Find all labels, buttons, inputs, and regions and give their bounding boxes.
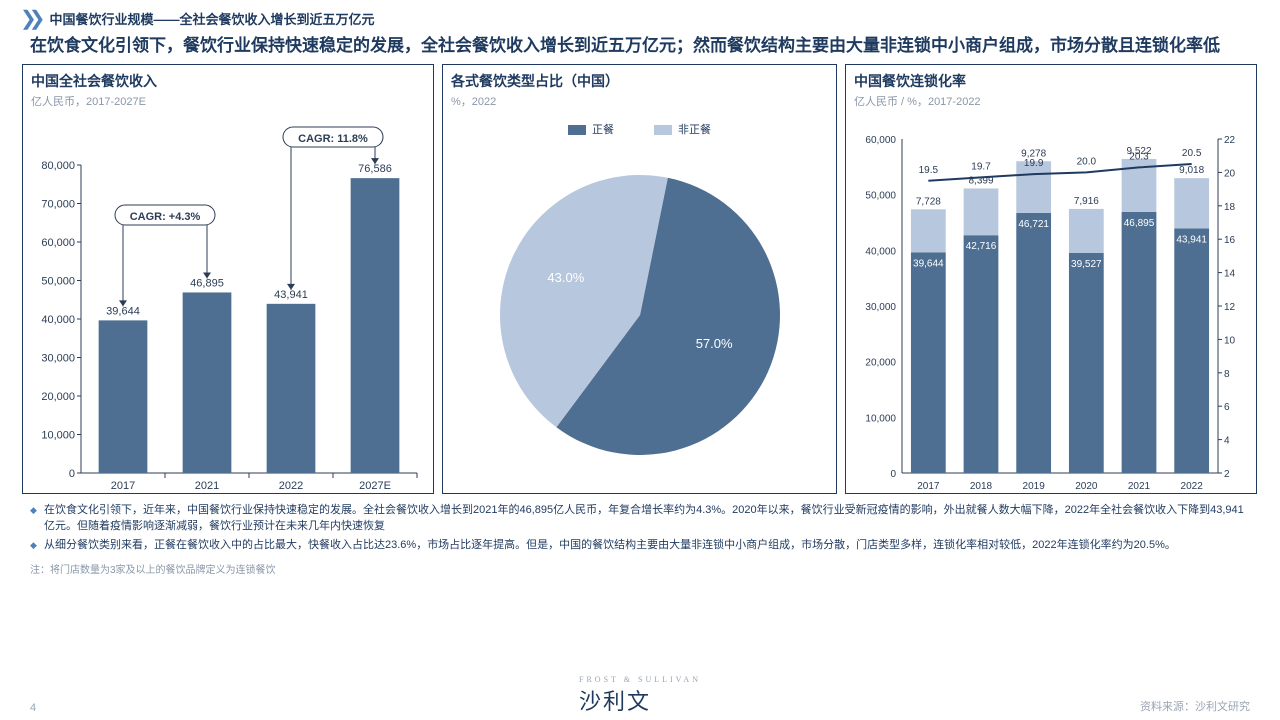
svg-text:46,895: 46,895 [190,277,224,289]
svg-text:19.5: 19.5 [919,165,939,176]
svg-text:4: 4 [1224,436,1230,447]
svg-text:8: 8 [1224,369,1230,380]
chart1-title: 中国全社会餐饮收入 [31,71,425,91]
svg-text:9,018: 9,018 [1179,165,1204,176]
svg-text:40,000: 40,000 [865,246,896,257]
svg-text:10,000: 10,000 [865,413,896,424]
svg-text:0: 0 [69,468,75,480]
svg-text:2022: 2022 [1181,481,1204,492]
chart2-title: 各式餐饮类型占比（中国） [451,71,828,91]
svg-text:46,895: 46,895 [1124,218,1155,229]
svg-text:2021: 2021 [1128,481,1151,492]
svg-text:40,000: 40,000 [41,314,75,326]
svg-text:39,644: 39,644 [913,258,944,269]
svg-text:43,941: 43,941 [1176,234,1207,245]
svg-text:50,000: 50,000 [865,191,896,202]
panel-revenue: 中国全社会餐饮收入 亿人民币，2017-2027E 0 10,000 20,000 3… [22,64,434,494]
svg-text:10: 10 [1224,335,1236,346]
svg-text:46,721: 46,721 [1018,219,1049,230]
arrow-icon: ❯❯ [20,6,38,31]
svg-text:39,527: 39,527 [1071,259,1102,270]
svg-text:2019: 2019 [1023,481,1046,492]
svg-text:22: 22 [1224,135,1236,146]
chart2-subtitle: %，2022 [451,93,828,109]
svg-text:10,000: 10,000 [41,429,75,441]
svg-text:30,000: 30,000 [41,352,75,364]
svg-text:19.7: 19.7 [971,161,991,172]
svg-text:2018: 2018 [970,481,993,492]
svg-text:2020: 2020 [1075,481,1098,492]
pie-chart-types: 57.0% 43.0% [451,143,829,473]
svg-text:2021: 2021 [195,480,219,492]
svg-text:80,000: 80,000 [41,160,75,172]
bullet-item: 从细分餐饮类别来看，正餐在餐饮收入中的占比最大，快餐收入占比达23.6%，市场占… [30,537,1250,554]
svg-text:43,941: 43,941 [274,289,308,301]
svg-text:0: 0 [890,469,896,480]
svg-text:16: 16 [1224,235,1236,246]
svg-text:20.5: 20.5 [1182,148,1202,159]
svg-text:50,000: 50,000 [41,275,75,287]
svg-text:20.0: 20.0 [1077,156,1097,167]
svg-text:57.0%: 57.0% [696,336,733,351]
combo-chart-chain: 010,00020,00030,00040,00050,00060,000246… [854,109,1250,497]
svg-text:70,000: 70,000 [41,198,75,210]
footnote: 注：将门店数量为3家及以上的餐饮品牌定义为连锁餐饮 [0,557,1280,576]
breadcrumb: 中国餐饮行业规模——全社会餐饮收入增长到近五万亿元 [50,9,375,28]
svg-text:18: 18 [1224,202,1236,213]
panel-pie: 各式餐饮类型占比（中国） %，2022 正餐 非正餐 57.0% 43.0% [442,64,837,494]
svg-text:60,000: 60,000 [41,237,75,249]
svg-text:7,916: 7,916 [1074,196,1099,207]
svg-text:20.3: 20.3 [1129,151,1149,162]
slide-header: ❯❯ 中国餐饮行业规模——全社会餐饮收入增长到近五万亿元 [0,0,1280,33]
source-label: 资料来源：沙利文研究 [1140,698,1250,714]
svg-text:60,000: 60,000 [865,135,896,146]
svg-text:7,728: 7,728 [916,196,941,207]
svg-text:76,586: 76,586 [358,163,392,175]
svg-text:30,000: 30,000 [865,302,896,313]
svg-text:19.9: 19.9 [1024,158,1044,169]
bar-chart-revenue: 0 10,000 20,000 30,000 40,000 50,000 60,000 70,… [31,109,427,497]
svg-text:12: 12 [1224,302,1236,313]
brand-logo: FROST & SULLIVAN 沙利文 [579,675,701,716]
svg-text:2017: 2017 [917,481,940,492]
chart-row: 中国全社会餐饮收入 亿人民币，2017-2027E 0 10,000 20,000 3… [0,64,1280,494]
svg-text:2017: 2017 [111,480,135,492]
chart3-subtitle: 亿人民币 / %，2017-2022 [854,93,1248,109]
bullet-notes: 在饮食文化引领下，近年来，中国餐饮行业保持快速稳定的发展。全社会餐饮收入增长到2… [0,494,1280,558]
svg-text:20: 20 [1224,168,1236,179]
legend-item: 非正餐 [654,121,711,137]
intro-text: 在饮食文化引领下，餐饮行业保持快速稳定的发展，全社会餐饮收入增长到近五万亿元；然… [0,33,1280,64]
bullet-item: 在饮食文化引领下，近年来，中国餐饮行业保持快速稳定的发展。全社会餐饮收入增长到2… [30,502,1250,535]
chart1-subtitle: 亿人民币，2017-2027E [31,93,425,109]
svg-text:6: 6 [1224,402,1230,413]
page-number: 4 [30,702,36,714]
svg-text:14: 14 [1224,269,1236,280]
svg-text:43.0%: 43.0% [547,270,584,285]
legend-item: 正餐 [568,121,614,137]
svg-text:2027E: 2027E [359,480,391,492]
svg-text:2: 2 [1224,469,1230,480]
chart3-title: 中国餐饮连锁化率 [854,71,1248,91]
pie-legend: 正餐 非正餐 [451,121,828,137]
svg-text:20,000: 20,000 [41,391,75,403]
svg-text:20,000: 20,000 [865,358,896,369]
svg-text:CAGR: 11.8%: CAGR: 11.8% [298,133,368,145]
svg-text:2022: 2022 [279,480,303,492]
panel-chain: 中国餐饮连锁化率 亿人民币 / %，2017-2022 0 10,000 20,00… [845,64,1257,494]
svg-text:39,644: 39,644 [106,305,140,317]
svg-text:42,716: 42,716 [966,241,997,252]
svg-text:CAGR: +4.3%: CAGR: +4.3% [130,211,201,223]
